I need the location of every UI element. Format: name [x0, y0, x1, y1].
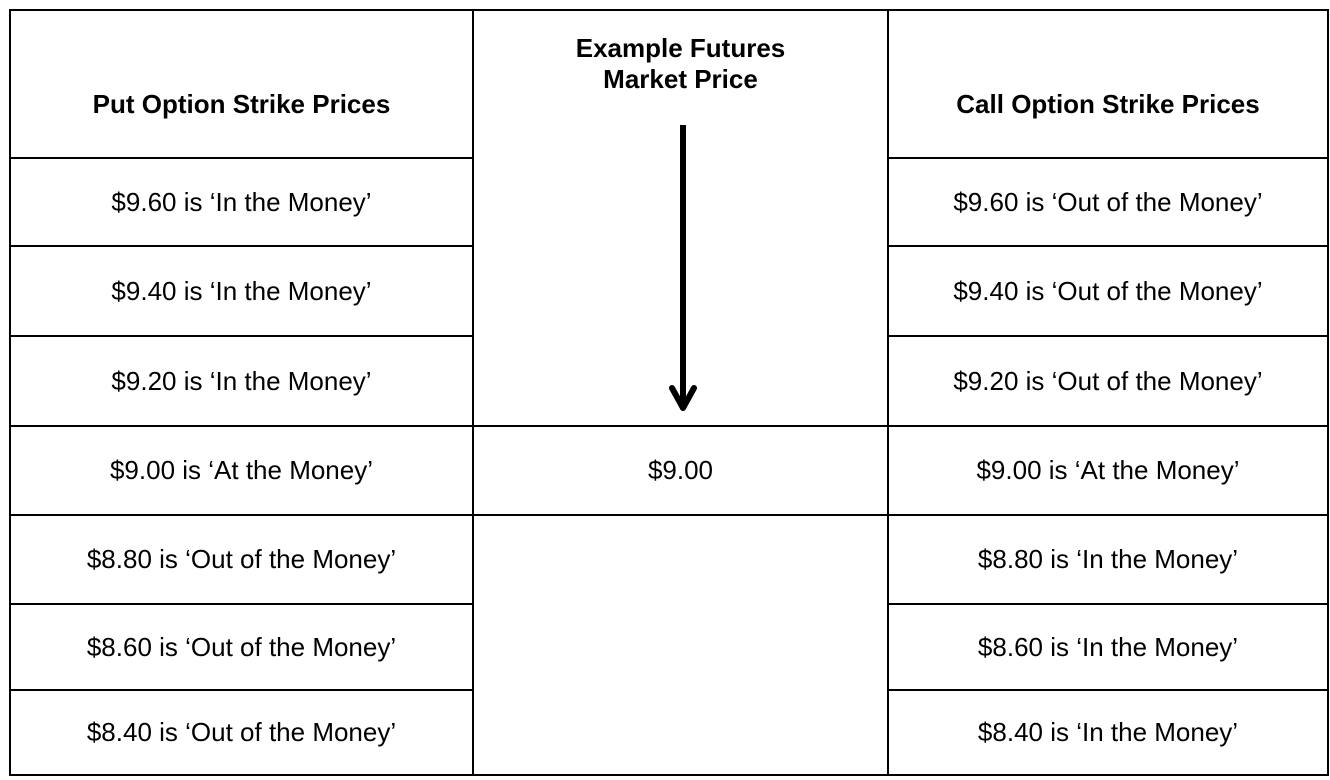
put-cell: $9.00 is ‘At the Money’ [9, 425, 474, 516]
call-cell: $9.00 is ‘At the Money’ [887, 425, 1329, 516]
put-cell-text: $8.80 is ‘Out of the Money’ [86, 544, 397, 574]
call-cell-text: $9.40 is ‘Out of the Money’ [953, 275, 1263, 306]
put-cell-text: $9.40 is ‘In the Money’ [111, 275, 372, 306]
put-cell-text: $9.20 is ‘In the Money’ [111, 365, 372, 396]
put-cell-text: $9.00 is ‘At the Money’ [109, 455, 374, 485]
call-cell: $8.80 is ‘In the Money’ [887, 514, 1329, 605]
call-cell-text: $8.80 is ‘In the Money’ [977, 544, 1239, 574]
header-cell: Put Option Strike Prices [9, 9, 474, 159]
header-cell: Example Futures Market Price [472, 9, 889, 427]
market-price-cell-text: $9.00 [647, 455, 714, 485]
call-cell: $8.40 is ‘In the Money’ [887, 689, 1329, 776]
empty-cell [472, 514, 889, 776]
put-cell: $8.40 is ‘Out of the Money’ [9, 689, 474, 776]
call-cell: $8.60 is ‘In the Money’ [887, 603, 1329, 691]
put-cell-text: $8.60 is ‘Out of the Money’ [86, 631, 397, 662]
call-cell-text: $9.20 is ‘Out of the Money’ [953, 365, 1263, 396]
put-cell: $9.20 is ‘In the Money’ [9, 335, 474, 427]
market-price-cell: $9.00 [472, 425, 889, 516]
call-cell: $9.20 is ‘Out of the Money’ [887, 335, 1329, 427]
put-cell-text: $9.60 is ‘In the Money’ [111, 186, 372, 217]
header-cell: Call Option Strike Prices [887, 9, 1329, 159]
call-cell: $9.40 is ‘Out of the Money’ [887, 245, 1329, 337]
put-cell: $9.40 is ‘In the Money’ [9, 245, 474, 337]
put-cell: $8.60 is ‘Out of the Money’ [9, 603, 474, 691]
put-cell: $9.60 is ‘In the Money’ [9, 157, 474, 247]
call-cell-text: $8.60 is ‘In the Money’ [977, 631, 1239, 662]
header-cell-text: Put Option Strike Prices [92, 88, 391, 119]
call-cell-text: $8.40 is ‘In the Money’ [977, 717, 1239, 747]
call-cell: $9.60 is ‘Out of the Money’ [887, 157, 1329, 247]
call-cell-text: $9.00 is ‘At the Money’ [976, 455, 1240, 485]
put-cell-text: $8.40 is ‘Out of the Money’ [86, 717, 397, 747]
header-cell-text: Call Option Strike Prices [956, 88, 1260, 119]
put-cell: $8.80 is ‘Out of the Money’ [9, 514, 474, 605]
call-cell-text: $9.60 is ‘Out of the Money’ [953, 186, 1263, 217]
header-cell-text: Example Futures Market Price [575, 33, 786, 94]
